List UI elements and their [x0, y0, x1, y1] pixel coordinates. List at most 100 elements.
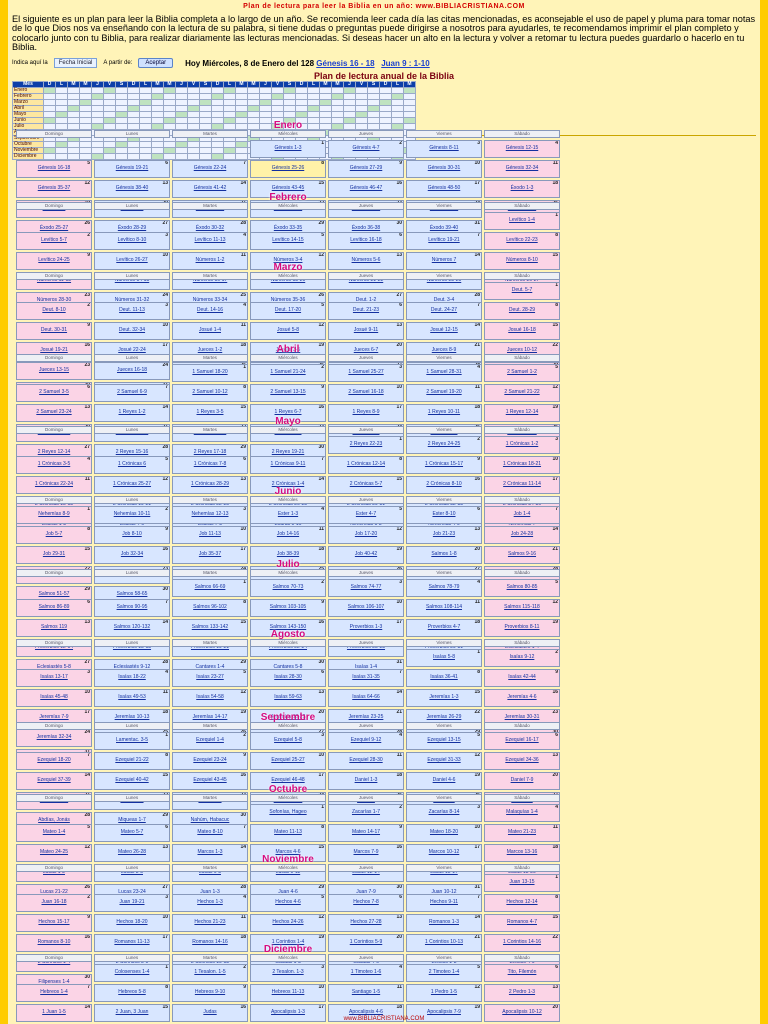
calendar-day[interactable]: 12 Hechos 24-26	[250, 914, 326, 932]
reading-link[interactable]: Mateo 11-13	[274, 829, 302, 835]
calendar-day[interactable]: 3 1 Crónicas 1-2	[484, 436, 560, 454]
reading-link[interactable]: Deut. 21-23	[352, 307, 380, 313]
calendar-day[interactable]: 14 Josué 12-15	[406, 322, 482, 340]
reading-link[interactable]: 1 Corintios 14-16	[502, 939, 542, 945]
reading-link[interactable]: 2 Reyes 22-23	[349, 441, 383, 447]
reading-link[interactable]: Ezequiel 25-27	[271, 757, 305, 763]
calendar-day[interactable]: 5 2 Samuel 1-2	[484, 364, 560, 382]
reading-link[interactable]: 1 Crónicas 7-8	[193, 461, 227, 467]
reading-link[interactable]: 1 Pedro 1-5	[430, 989, 458, 995]
reading-link[interactable]: Ezequiel 21-22	[115, 757, 149, 763]
calendar-day[interactable]: 1 Deut. 5-7	[484, 282, 560, 300]
reading-link[interactable]: Génesis 32-34	[505, 165, 539, 171]
reading-link[interactable]: Números 31-32	[114, 297, 150, 303]
calendar-day[interactable]: 13 Josué 9-11	[328, 322, 404, 340]
reading-link[interactable]: 2 Crónicas 8-10	[426, 481, 462, 487]
reading-link[interactable]: 1 Crónicas 3-5	[37, 461, 71, 467]
reading-link[interactable]: 2 Samuel 23-24	[36, 409, 72, 415]
reading-link[interactable]: Salmos 51-57	[38, 591, 70, 597]
reading-link[interactable]: Jueces 8-9	[431, 347, 457, 353]
calendar-day[interactable]: 16 Ezequiel 43-45	[172, 772, 248, 790]
reading-link[interactable]: Santiago 1-5	[351, 989, 381, 995]
calendar-day[interactable]: 4 Hechos 1-3	[172, 894, 248, 912]
calendar-day[interactable]: 24 Jueces 16-18	[94, 362, 170, 380]
reading-link[interactable]: Jueces 1-2	[197, 347, 223, 353]
reading-link[interactable]: Proverbios 1-3	[349, 624, 383, 630]
reading-link[interactable]: Salmos 108-114	[425, 604, 463, 610]
calendar-day[interactable]: 1 Sofonías, Hageo	[250, 804, 326, 822]
reading-link[interactable]: Hechos 21-23	[194, 919, 226, 925]
calendar-day[interactable]: 10 Levítico 26-27	[94, 252, 170, 270]
reading-link[interactable]: Josué 9-11	[353, 327, 379, 333]
reading-link[interactable]: Hechos 4-6	[275, 899, 301, 905]
reading-link[interactable]: Eclesiastés 5-8	[37, 664, 71, 670]
reading-link[interactable]: 2 Tesalon. 1-3	[272, 969, 304, 975]
calendar-day[interactable]: 5 Deut. 17-20	[250, 302, 326, 320]
reading-link[interactable]: Proverbios 25-28	[346, 644, 386, 650]
calendar-day[interactable]: 5 Salmos 80-85	[484, 579, 560, 597]
calendar-day[interactable]: 11 1 Crónicas 22-24	[16, 476, 92, 494]
calendar-day[interactable]: 15 Jeremías 1-3	[406, 689, 482, 707]
reading-link[interactable]: Génesis 38-40	[115, 185, 149, 191]
reading-link[interactable]: Romanos 14-16	[192, 939, 228, 945]
calendar-day[interactable]: 3 1 Samuel 25-27	[328, 364, 404, 382]
calendar-day[interactable]: 10 Salmos 106-107	[328, 599, 404, 617]
reading-link[interactable]: 2 Crónicas 15-18	[34, 501, 74, 507]
reading-link[interactable]: Jeremías 18-22	[270, 714, 306, 720]
reading-link[interactable]: Génesis 19-21	[115, 165, 149, 171]
calendar-day[interactable]: 6 1 Crónicas 7-8	[172, 456, 248, 474]
accept-button[interactable]: Aceptar	[138, 58, 174, 68]
reading-link[interactable]: Salmos 106-107	[347, 604, 385, 610]
calendar-day[interactable]: 3 Ezequiel 5-8	[250, 732, 326, 750]
reading-link[interactable]: Deut. 8-10	[42, 307, 66, 313]
reading-link[interactable]: Efesios 1-3	[431, 959, 457, 965]
footer[interactable]: www.BIBLIACRISTIANA.COM	[343, 1016, 425, 1022]
reading-link[interactable]: Lamentac. 3-5	[116, 737, 148, 743]
reading-link[interactable]: Isaías 5-8	[433, 654, 455, 660]
reading-link[interactable]: Job 5-7	[45, 531, 63, 537]
calendar-day[interactable]: 16 Salmos 143-150	[250, 619, 326, 637]
calendar-day[interactable]: 8 Hechos 12-14	[484, 894, 560, 912]
calendar-day[interactable]: 11 Job 14-16	[250, 526, 326, 544]
reading-link[interactable]: 2 Crónicas 29-31	[346, 501, 386, 507]
reading-link[interactable]: 1 Corintios 1-4	[271, 939, 305, 945]
calendar-day[interactable]: 20 Apocalipsis 10-12	[484, 1004, 560, 1022]
calendar-day[interactable]: 5 Isaías 23-27	[172, 669, 248, 687]
calendar-day[interactable]: 2 Génesis 4-7	[328, 140, 404, 158]
calendar-day[interactable]: 7 Ezequiel 18-20	[16, 752, 92, 770]
reading-link[interactable]: 1 Timoteo 1-6	[350, 969, 382, 975]
reading-link[interactable]: Ezequiel 46-48	[271, 777, 305, 783]
reading-link[interactable]: Isaías 36-41	[430, 674, 458, 680]
reading-link[interactable]: Números 1-2	[195, 257, 225, 263]
reading-link[interactable]: Salmos 103-105	[269, 604, 307, 610]
reading-link[interactable]: Proverbios 19-21	[190, 644, 230, 650]
calendar-day[interactable]: 6 Levítico 16-18	[328, 232, 404, 250]
calendar-day[interactable]: 4 1 Crónicas 3-5	[16, 456, 92, 474]
reading-link[interactable]: Jeremías 14-17	[192, 714, 228, 720]
calendar-day[interactable]: 9 Levítico 24-25	[16, 252, 92, 270]
reading-link[interactable]: Daniel 7-9	[510, 777, 534, 783]
reading-link[interactable]: Éxodo 36-38	[351, 225, 381, 231]
calendar-day[interactable]: 14 Isaías 64-66	[328, 689, 404, 707]
reading-link[interactable]: Ezequiel 43-45	[193, 777, 227, 783]
calendar-day[interactable]: 3 Nehemías 12-13	[172, 506, 248, 524]
reading-link[interactable]: 2 Samuel 1-2	[507, 369, 537, 375]
calendar-day[interactable]: 9 Ezequiel 23-24	[172, 752, 248, 770]
reading-link[interactable]: Salmos 70-73	[272, 584, 304, 590]
calendar-day[interactable]: 14 Ezequiel 37-39	[16, 772, 92, 790]
calendar-day[interactable]: 8 Génesis 25-26	[250, 160, 326, 178]
reading-link[interactable]: 2 Crónicas 34-36	[502, 501, 542, 507]
reading-link[interactable]: 2 Samuel 21-22	[504, 389, 540, 395]
calendar-day[interactable]: 13 Isaías 59-63	[250, 689, 326, 707]
reading-link[interactable]: Esdras 7-8	[197, 521, 223, 527]
reading-link[interactable]: Josué 16-18	[508, 327, 536, 333]
reading-link[interactable]: 1 Crónicas 18-21	[502, 461, 542, 467]
calendar-day[interactable]: 7 Isaías 31-35	[328, 669, 404, 687]
calendar-day[interactable]: 18 Éxodo 1-3	[484, 180, 560, 198]
reading-link[interactable]: 2 Samuel 13-15	[270, 389, 306, 395]
calendar-day[interactable]: 6 Salmos 86-89	[16, 599, 92, 617]
calendar-day[interactable]: 1 Lamentac. 3-5	[94, 732, 170, 750]
reading-link[interactable]: 2 Pedro 1-3	[508, 989, 536, 995]
reading-link[interactable]: Lucas 18-20	[508, 869, 536, 875]
calendar-day[interactable]: 17 Apocalipsis 1-3	[250, 1004, 326, 1022]
